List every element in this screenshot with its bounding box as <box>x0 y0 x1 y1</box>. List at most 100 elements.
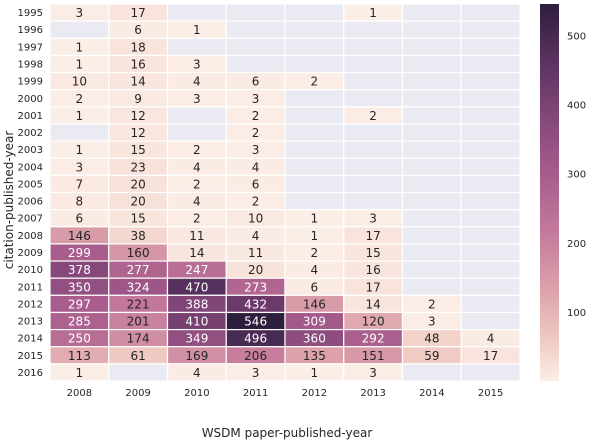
heatmap-cell-2000-2013 <box>343 89 404 108</box>
heatmap-cell-1998-2011 <box>225 54 286 74</box>
heatmap-cell-2001-2010 <box>166 106 227 125</box>
y-tick-label: 2016 <box>18 368 43 379</box>
cell-value-label: 247 <box>185 263 208 277</box>
heatmap-cell-2001-2012 <box>284 106 345 125</box>
cell-value-label: 3 <box>252 143 260 157</box>
cell-value-label: 4 <box>311 263 319 277</box>
cell-value-label: 496 <box>244 332 267 346</box>
cell-value-label: 23 <box>130 160 145 174</box>
heatmap-cell-1998-2013 <box>343 54 404 74</box>
y-tick-label: 1997 <box>18 42 43 53</box>
cell-value-label: 1 <box>76 40 84 54</box>
heatmap-cell-2004-2014 <box>401 157 462 176</box>
colorbar-tick-label: 500 <box>567 31 586 42</box>
y-tick-label: 1998 <box>18 59 43 70</box>
x-tick-label: 2015 <box>478 388 503 399</box>
heatmap-cell-2006-2013 <box>343 191 404 211</box>
cell-value-label: 1 <box>311 366 319 380</box>
cell-value-label: 3 <box>193 92 201 106</box>
y-tick-label: 2001 <box>18 111 43 122</box>
cell-value-label: 297 <box>68 297 91 311</box>
cell-value-label: 4 <box>193 75 201 89</box>
heatmap-cell-1996-2014 <box>401 20 462 39</box>
heatmap-cell-1995-2011 <box>225 3 286 22</box>
cell-value-label: 277 <box>127 263 150 277</box>
heatmap-cell-1996-2013 <box>343 20 404 39</box>
cell-value-label: 432 <box>244 297 267 311</box>
heatmap-cell-1998-2014 <box>401 54 462 74</box>
heatmap-cell-2002-2013 <box>343 123 404 142</box>
cell-value-label: 292 <box>362 332 385 346</box>
y-tick-label: 2015 <box>18 351 43 362</box>
cell-value-label: 12 <box>130 109 145 123</box>
cell-value-label: 6 <box>252 177 260 191</box>
cell-value-label: 221 <box>127 297 150 311</box>
cell-value-label: 20 <box>130 177 145 191</box>
cell-value-label: 6 <box>311 280 319 294</box>
heatmap-cell-2002-2008 <box>49 123 110 142</box>
y-tick-label: 2011 <box>18 282 43 293</box>
cell-value-label: 9 <box>134 92 142 106</box>
cell-value-label: 324 <box>127 280 150 294</box>
heatmap-cell-1999-2013 <box>343 71 404 91</box>
heatmap-cell-1996-2011 <box>225 20 286 39</box>
heatmap-cell-1999-2014 <box>401 71 462 91</box>
colorbar-tick-label: 400 <box>567 100 586 111</box>
y-tick-label: 2007 <box>18 214 43 225</box>
cell-value-label: 174 <box>127 332 150 346</box>
cell-value-label: 2 <box>193 177 201 191</box>
cell-value-label: 4 <box>252 229 260 243</box>
cell-value-label: 3 <box>428 315 436 329</box>
cell-value-label: 388 <box>185 297 208 311</box>
cell-value-label: 113 <box>68 349 91 363</box>
x-tick-label: 2012 <box>302 388 327 399</box>
cell-value-label: 135 <box>303 349 326 363</box>
heatmap-cell-2016-2014 <box>401 363 462 382</box>
heatmap-cell-2000-2014 <box>401 89 462 108</box>
cell-value-label: 59 <box>424 349 439 363</box>
cell-value-label: 273 <box>244 280 267 294</box>
x-axis-label: WSDM paper-published-year <box>202 426 373 440</box>
cell-value-label: 4 <box>193 160 201 174</box>
cell-value-label: 8 <box>76 195 84 209</box>
cell-value-label: 38 <box>130 229 145 243</box>
heatmap-cell-2001-2014 <box>401 106 462 125</box>
cell-value-label: 20 <box>130 195 145 209</box>
x-tick-label: 2011 <box>243 388 268 399</box>
cell-value-label: 6 <box>76 212 84 226</box>
heatmap-cell-1995-2012 <box>284 3 345 22</box>
cell-value-label: 378 <box>68 263 91 277</box>
cell-value-label: 1 <box>76 143 84 157</box>
heatmap-cell-2010-2014 <box>401 260 462 279</box>
cell-value-label: 3 <box>369 212 377 226</box>
heatmap-cell-2005-2015 <box>460 174 521 194</box>
cell-value-label: 4 <box>193 195 201 209</box>
cell-value-label: 1 <box>311 212 319 226</box>
heatmap-cell-2006-2015 <box>460 191 521 211</box>
heatmap-cell-2005-2013 <box>343 174 404 194</box>
heatmap-cell-1997-2013 <box>343 37 404 57</box>
y-tick-label: 2003 <box>18 145 43 156</box>
cell-value-label: 4 <box>252 160 260 174</box>
cell-value-label: 2 <box>369 109 377 123</box>
heatmap-cell-2003-2015 <box>460 140 521 159</box>
cell-value-label: 4 <box>193 366 201 380</box>
heatmap-cell-1996-2012 <box>284 20 345 39</box>
y-tick-label: 2008 <box>18 231 43 242</box>
cell-value-label: 3 <box>76 6 84 20</box>
cell-value-label: 61 <box>130 349 145 363</box>
heatmap-cell-2009-2014 <box>401 243 462 262</box>
heatmap-cell-2005-2012 <box>284 174 345 194</box>
heatmap-cell-1996-2008 <box>49 20 110 39</box>
cell-value-label: 2 <box>252 109 260 123</box>
cell-value-label: 1 <box>369 6 377 20</box>
heatmap-cell-2011-2015 <box>460 277 521 296</box>
heatmap-cell-2009-2015 <box>460 243 521 262</box>
cell-value-label: 146 <box>303 297 326 311</box>
colorbar: 100 200 300 400 500 <box>540 4 586 381</box>
heatmap-cell-2000-2015 <box>460 89 521 108</box>
cell-value-label: 3 <box>76 160 84 174</box>
y-tick-label: 2005 <box>18 179 43 190</box>
cell-value-label: 360 <box>303 332 326 346</box>
